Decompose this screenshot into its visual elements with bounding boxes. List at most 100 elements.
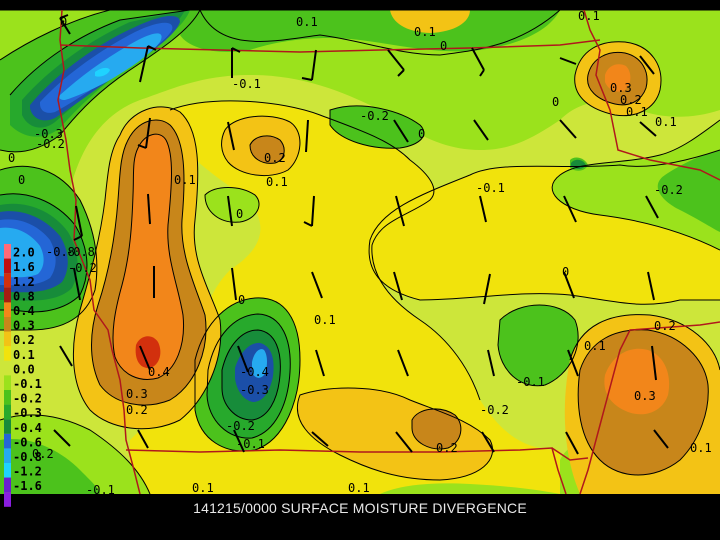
contour-label: -0.2 <box>226 419 255 433</box>
legend-swatch <box>4 433 11 449</box>
contour-line <box>0 165 98 331</box>
fill-red-west-max <box>135 336 161 369</box>
contour-label: -0.8 <box>46 245 75 259</box>
legend-label: 0.0 <box>13 362 35 376</box>
legend-swatch <box>4 419 11 434</box>
wind-barb <box>301 49 317 81</box>
wind-barb <box>231 267 237 301</box>
contour-label: -0.2 <box>654 183 683 197</box>
legend-swatch <box>4 477 11 493</box>
contour-label: 0.3 <box>610 81 632 95</box>
contour-label: 0.1 <box>266 175 288 189</box>
contour-label: -0.2 <box>68 261 97 275</box>
contour-label: 0.1 <box>690 441 712 455</box>
contour-line <box>221 329 281 421</box>
state-border <box>57 10 141 494</box>
contour-label: 0.4 <box>148 365 170 379</box>
wind-barb <box>137 429 149 449</box>
map-caption: 141215/0000 SURFACE MOISTURE DIVERGENCE <box>193 500 527 516</box>
contour-label: 0.1 <box>578 9 600 23</box>
legend-swatch <box>4 317 11 332</box>
wind-barb <box>639 55 655 75</box>
wind-barb <box>315 349 325 377</box>
contour-line <box>112 133 185 380</box>
fill-green-north <box>0 10 720 290</box>
fill-green2-mid <box>330 105 424 149</box>
legend-swatch <box>4 287 11 303</box>
legend-swatch <box>4 360 11 376</box>
wind-barb <box>471 47 485 77</box>
fill-green-center-blob <box>205 187 260 223</box>
wind-barb <box>227 195 233 227</box>
fill-orange-ne <box>605 64 631 92</box>
contour-label: 0.2 <box>436 441 458 455</box>
legend-swatch <box>4 492 11 507</box>
contour-line <box>411 408 462 450</box>
legend-swatch <box>4 346 11 361</box>
contour-label: 0 <box>18 173 25 187</box>
fill-blue3-nw <box>59 33 162 100</box>
contour-label: -0.2 <box>360 109 389 123</box>
fill-orange-se <box>604 348 670 415</box>
contour-line <box>194 297 301 452</box>
contour-lines <box>0 10 720 494</box>
wind-barb <box>311 271 323 299</box>
wind-barb <box>231 47 241 78</box>
legend-label: 0.3 <box>13 319 35 333</box>
wind-barb <box>387 49 405 77</box>
legend-label: 1.2 <box>13 275 35 289</box>
legend-label: -0.3 <box>13 406 42 420</box>
contour-line <box>574 41 662 117</box>
wind-barb <box>227 121 235 151</box>
fill-green2-east <box>657 150 720 232</box>
legend-label: -1.2 <box>13 465 42 479</box>
wind-barb <box>395 195 405 227</box>
wind-barb <box>139 45 157 83</box>
wind-barb <box>393 119 409 143</box>
wind-barb <box>139 345 151 371</box>
wind-barb <box>311 431 329 447</box>
contour-label: -0.4 <box>240 365 269 379</box>
legend-label: -0.6 <box>13 435 42 449</box>
legend-swatch <box>4 258 11 274</box>
wind-barb <box>647 271 655 301</box>
contour-line <box>329 105 425 149</box>
fill-green-east <box>552 120 720 250</box>
fill-green2-sw <box>0 439 100 494</box>
contour-label: 0.1 <box>174 173 196 187</box>
contour-line <box>551 119 720 251</box>
legend-label: -2.0 <box>13 494 42 508</box>
wind-barb <box>559 57 577 65</box>
contour-label: 0.2 <box>126 403 148 417</box>
fill-cyan-nw <box>95 67 110 77</box>
legend-label: 2.0 <box>13 246 35 260</box>
wind-barb <box>483 273 491 305</box>
contour-label: 0.2 <box>620 93 642 107</box>
legend-label: 1.6 <box>13 260 35 274</box>
contour-label: -0.1 <box>232 77 261 91</box>
contour-label: 0.1 <box>655 115 677 129</box>
contour-fill-layer <box>0 10 720 494</box>
wind-barb <box>397 349 409 377</box>
legend-label: -1.6 <box>13 479 42 493</box>
legend-label: -0.4 <box>13 421 42 435</box>
contour-labels: 0 0.1 0 -0.1 0.3 0.2 0.1 -0.2 0 0.2 0.1 … <box>8 9 712 497</box>
contour-label: 0 <box>236 207 243 221</box>
contour-label: 0 <box>552 95 559 109</box>
legend-label: 0.8 <box>13 289 35 303</box>
contour-label: -0.2 <box>36 137 65 151</box>
contour-line <box>9 10 191 96</box>
legend-label: -0.8 <box>13 450 42 464</box>
legend-swatch <box>4 331 11 347</box>
fill-green-south <box>380 483 560 494</box>
contour-line <box>221 115 301 176</box>
wind-barb <box>393 271 403 301</box>
wind-barb <box>303 195 315 227</box>
legend-swatch <box>4 390 11 405</box>
fill-brown-south <box>412 408 461 449</box>
fill-brown-n-center <box>250 135 285 164</box>
wind-barb <box>73 205 83 241</box>
contour-line <box>587 51 648 106</box>
contour-label: -0.1 <box>516 375 545 389</box>
contour-line <box>569 314 720 371</box>
